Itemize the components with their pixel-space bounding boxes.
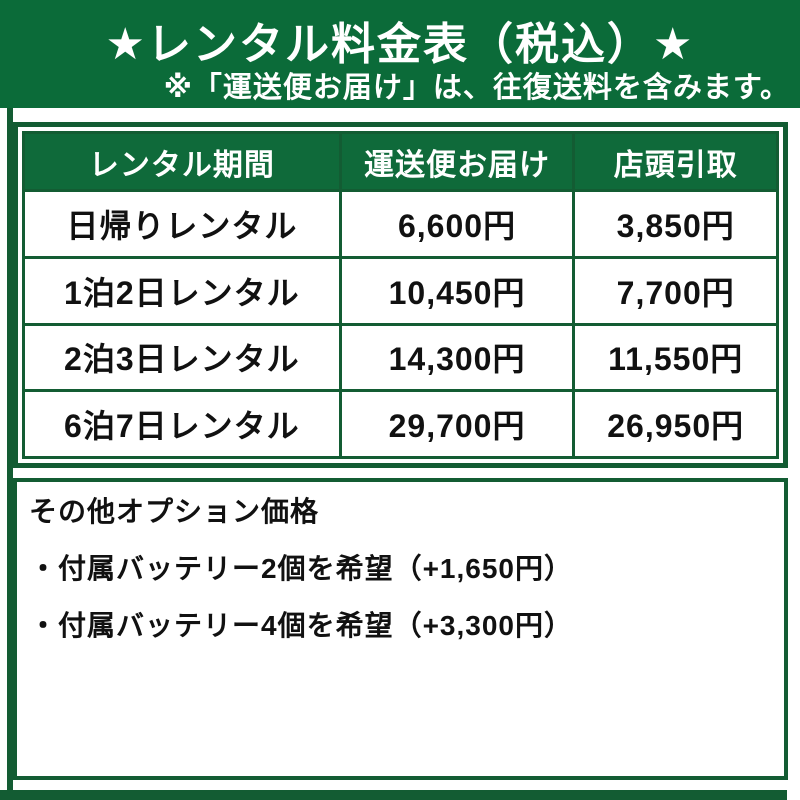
- period-cell: 2泊3日レンタル: [22, 322, 342, 393]
- delivery-price-cell: 6,600円: [338, 189, 576, 259]
- page-title: ★レンタル料金表（税込）★: [105, 20, 695, 69]
- period-cell: 6泊7日レンタル: [22, 389, 342, 459]
- table-row: 1泊2日レンタル 10,450円 7,700円: [22, 255, 779, 326]
- delivery-price-cell: 29,700円: [338, 389, 576, 459]
- delivery-price-cell: 10,450円: [338, 255, 576, 326]
- table-row: 2泊3日レンタル 14,300円 11,550円: [22, 322, 779, 393]
- pickup-price-cell: 7,700円: [572, 255, 779, 326]
- delivery-price-cell: 14,300円: [338, 322, 576, 393]
- rental-price-table: レンタル期間 運送便お届け 店頭引取 日帰りレンタル 6,600円 3,850円…: [13, 122, 788, 468]
- option-item-battery-4: ・付属バッテリー4個を希望（+3,300円）: [29, 610, 573, 641]
- bottom-green-band: [0, 790, 787, 800]
- period-cell: 日帰りレンタル: [22, 189, 342, 259]
- table-header-row: レンタル期間 運送便お届け 店頭引取: [22, 131, 779, 192]
- left-green-stripe: [7, 108, 13, 800]
- table-row: 日帰りレンタル 6,600円 3,850円: [22, 189, 779, 259]
- options-price-box: その他オプション価格 ・付属バッテリー2個を希望（+1,650円） ・付属バッテ…: [13, 478, 788, 780]
- options-heading: その他オプション価格: [29, 496, 320, 527]
- column-header-delivery: 運送便お届け: [338, 131, 576, 192]
- pickup-price-cell: 11,550円: [572, 322, 779, 393]
- column-header-period: レンタル期間: [22, 131, 342, 192]
- option-item-battery-2: ・付属バッテリー2個を希望（+1,650円）: [29, 553, 573, 584]
- table-row: 6泊7日レンタル 29,700円 26,950円: [22, 389, 779, 459]
- pickup-price-cell: 26,950円: [572, 389, 779, 459]
- pickup-price-cell: 3,850円: [572, 189, 779, 259]
- column-header-pickup: 店頭引取: [572, 131, 779, 192]
- period-cell: 1泊2日レンタル: [22, 255, 342, 326]
- shipping-note: ※「運送便お届け」は、往復送料を含みます。: [163, 72, 790, 104]
